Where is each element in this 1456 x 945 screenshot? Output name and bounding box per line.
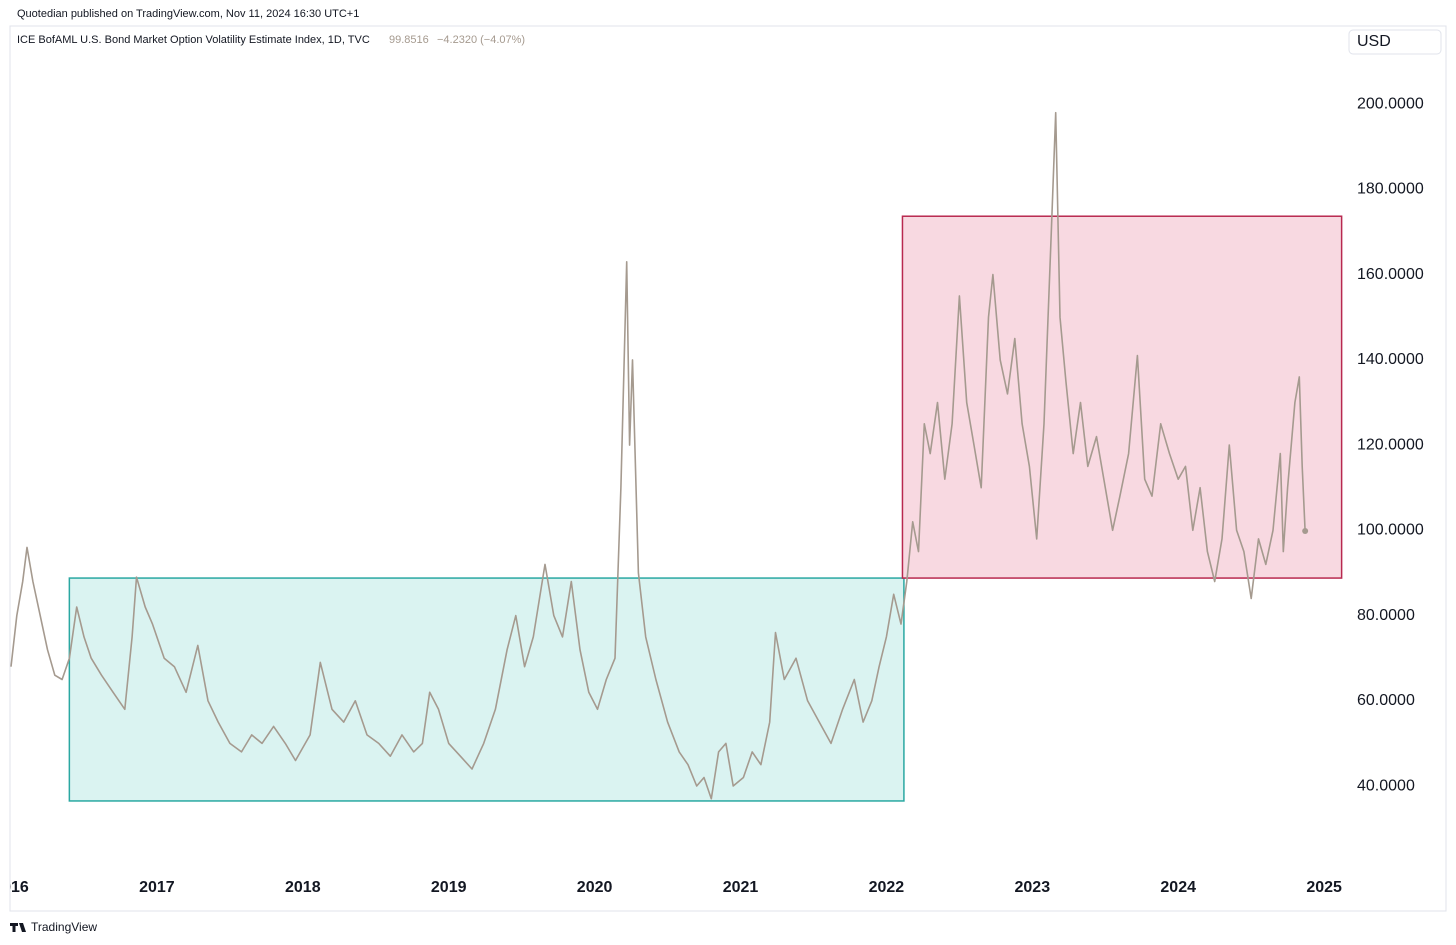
attribution: Quotedian published on TradingView.com, … bbox=[17, 8, 359, 20]
currency-box[interactable] bbox=[1348, 29, 1442, 55]
y-tick-label: 200.0000 bbox=[1357, 95, 1424, 112]
y-tick-label: 40.0000 bbox=[1357, 777, 1415, 794]
x-tick-label: 2018 bbox=[285, 879, 321, 896]
x-tick-label: 2020 bbox=[577, 879, 613, 896]
y-axis: 40.0000 60.0000 80.0000 100.0000 120.0000 140… bbox=[1346, 95, 1424, 794]
last-value: 99.8516 bbox=[389, 34, 429, 46]
y-tick-label: 80.0000 bbox=[1357, 607, 1415, 624]
x-tick-label: 2016 bbox=[0, 879, 29, 896]
x-tick-label: 2017 bbox=[139, 879, 175, 896]
x-tick-label: 2023 bbox=[1015, 879, 1051, 896]
price-line bbox=[10, 111, 1306, 800]
x-tick-label: 2025 bbox=[1306, 879, 1342, 896]
brand: TradingView bbox=[31, 920, 97, 934]
boxes bbox=[68, 215, 1343, 802]
y-tick-label: 160.0000 bbox=[1357, 266, 1424, 283]
range-box bbox=[68, 577, 905, 802]
change: −4.2320 (−4.07%) bbox=[437, 34, 525, 46]
x-axis: 2016 2017 2018 2019 2020 2021 2022 2023 2024 2025 bbox=[0, 870, 1342, 896]
chart-title: ICE BofAML U.S. Bond Market Option Volat… bbox=[17, 34, 370, 46]
x-tick-label: 2022 bbox=[869, 879, 905, 896]
currency: USD bbox=[1357, 33, 1391, 50]
y-tick-label: 100.0000 bbox=[1357, 522, 1424, 539]
x-tick-label: 2019 bbox=[431, 879, 467, 896]
x-tick-label: 2024 bbox=[1160, 879, 1196, 896]
y-tick-label: 180.0000 bbox=[1357, 181, 1424, 198]
y-tick-label: 60.0000 bbox=[1357, 692, 1415, 709]
x-tick-label: 2021 bbox=[723, 879, 759, 896]
last-point bbox=[1302, 527, 1309, 534]
range-box bbox=[901, 215, 1343, 579]
y-tick-label: 120.0000 bbox=[1357, 436, 1424, 453]
plot bbox=[10, 111, 1309, 800]
y-tick-label: 140.0000 bbox=[1357, 351, 1424, 368]
logo bbox=[10, 923, 26, 932]
frame bbox=[9, 25, 1447, 912]
